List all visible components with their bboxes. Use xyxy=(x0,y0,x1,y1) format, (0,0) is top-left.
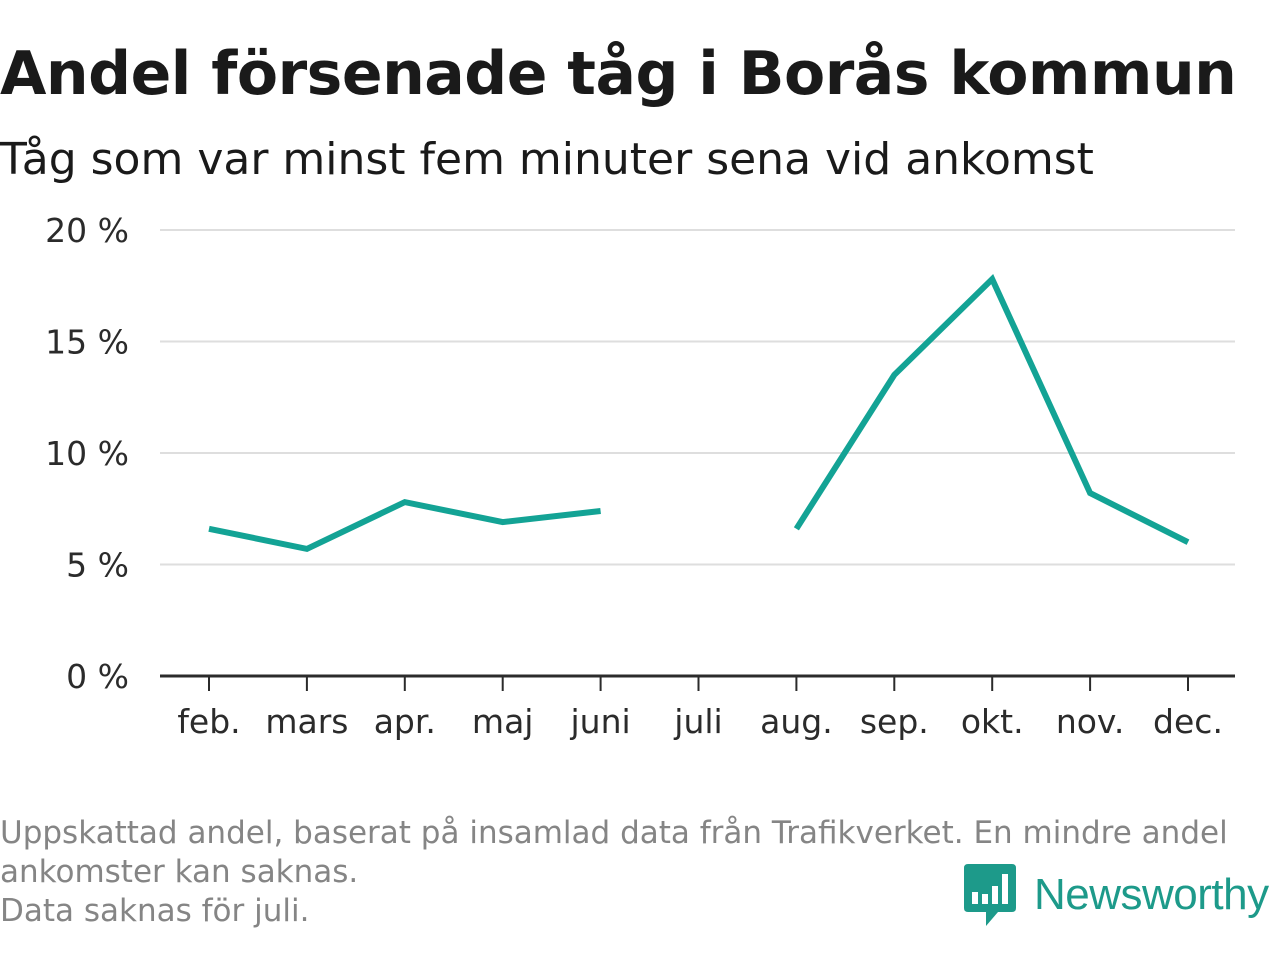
y-axis-tick-labels: 0 % 5 % 10 % 15 % 20 % xyxy=(45,211,129,696)
x-tick-label: mars xyxy=(265,702,348,741)
x-tick-label: juni xyxy=(570,702,631,741)
x-tick-label: maj xyxy=(472,702,534,741)
brand-name: Newsworthy xyxy=(1034,870,1269,919)
footnote: Uppskattad andel, baserat på insamlad da… xyxy=(0,814,1270,931)
series-line-segment xyxy=(793,273,1190,545)
footnote-line: ankomster kan saknas. xyxy=(0,854,359,890)
gridlines xyxy=(160,229,1235,566)
y-tick-label: 20 % xyxy=(45,211,129,250)
chart-title: Andel försenade tåg i Borås kommun xyxy=(0,39,1237,109)
x-tick-label: sep. xyxy=(860,702,929,741)
x-tick-label: okt. xyxy=(961,702,1024,741)
x-tick-label: juli xyxy=(673,702,722,741)
y-tick-label: 0 % xyxy=(66,657,129,696)
x-axis: feb. mars apr. maj juni juli aug. sep. okt. nov. d… xyxy=(160,674,1235,741)
y-tick-label: 10 % xyxy=(45,434,129,473)
x-tick-label: feb. xyxy=(177,702,240,741)
line-chart: 0 % 5 % 10 % 15 % 20 % feb. mars apr. maj juni ju… xyxy=(45,211,1235,741)
footnote-line: Uppskattad andel, baserat på insamlad da… xyxy=(0,815,1228,851)
footnote-line: Data saknas för juli. xyxy=(0,893,310,929)
y-tick-label: 15 % xyxy=(45,323,129,362)
x-tick-label: nov. xyxy=(1056,702,1125,741)
newsworthy-chat-bars-icon xyxy=(964,864,1016,926)
x-tick-label: apr. xyxy=(374,702,436,741)
series-line-segment xyxy=(208,498,601,553)
chart-subtitle: Tåg som var minst fem minuter sena vid a… xyxy=(0,134,1094,185)
x-tick-label: aug. xyxy=(760,702,833,741)
x-tick-label: dec. xyxy=(1153,702,1223,741)
series-lines xyxy=(208,273,1190,553)
newsworthy-logo: Newsworthy xyxy=(964,864,1269,926)
y-tick-label: 5 % xyxy=(66,546,129,585)
